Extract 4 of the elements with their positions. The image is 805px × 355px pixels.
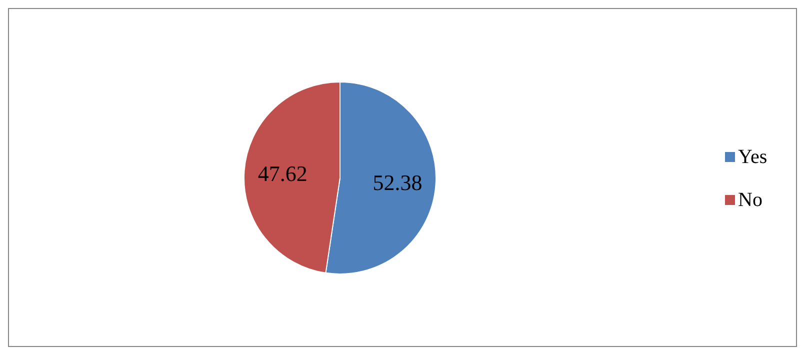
data-label: 52.38 xyxy=(372,170,422,195)
legend-label: Yes xyxy=(738,146,768,168)
legend-label: No xyxy=(738,189,762,211)
data-label: 47.62 xyxy=(258,161,308,186)
